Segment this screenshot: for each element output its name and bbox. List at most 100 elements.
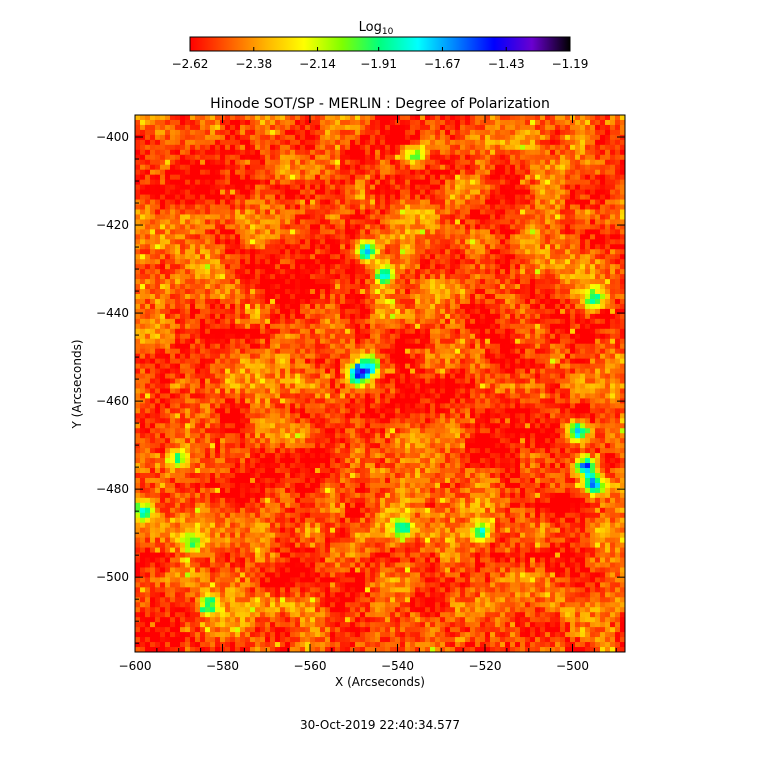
heatmap-cell — [300, 169, 306, 176]
heatmap-cell — [525, 303, 531, 310]
heatmap-cell — [450, 303, 456, 310]
heatmap-cell — [455, 289, 461, 295]
heatmap-cell — [505, 363, 511, 370]
heatmap-cell — [560, 303, 566, 310]
heatmap-cell — [170, 229, 176, 235]
heatmap-cell — [135, 119, 141, 126]
heatmap-cell — [595, 249, 601, 255]
heatmap-cell — [590, 199, 596, 206]
heatmap-cell — [340, 189, 346, 196]
heatmap-cell — [180, 269, 186, 275]
heatmap-cell — [435, 353, 441, 360]
heatmap-cell — [590, 214, 596, 221]
heatmap-cell — [260, 294, 266, 300]
heatmap-cell — [405, 219, 411, 225]
heatmap-cell — [515, 254, 521, 260]
heatmap-cell — [190, 209, 196, 216]
heatmap-cell — [300, 179, 306, 186]
heatmap-cell — [200, 303, 206, 310]
heatmap-cell — [290, 254, 296, 260]
heatmap-cell — [290, 219, 296, 225]
heatmap-cell — [220, 298, 226, 305]
heatmap-cell — [345, 333, 351, 340]
heatmap-cell — [490, 318, 496, 325]
heatmap-cell — [505, 229, 511, 235]
heatmap-cell — [515, 358, 521, 365]
heatmap-cell — [280, 214, 286, 221]
heatmap-cell — [375, 129, 381, 136]
heatmap-cell — [470, 164, 476, 171]
heatmap-cell — [390, 343, 396, 350]
heatmap-cell — [185, 204, 191, 211]
heatmap-cell — [220, 189, 226, 196]
heatmap-cell — [365, 154, 371, 161]
heatmap-cell — [600, 318, 606, 325]
heatmap-cell — [365, 294, 371, 300]
heatmap-cell — [160, 244, 166, 250]
heatmap-cell — [440, 338, 446, 345]
heatmap-cell — [250, 174, 256, 181]
heatmap-cell — [470, 284, 476, 290]
heatmap-cell — [460, 144, 466, 151]
heatmap-cell — [335, 284, 341, 290]
heatmap-cell — [325, 298, 331, 305]
heatmap-cell — [390, 294, 396, 300]
heatmap-cell — [285, 353, 291, 360]
heatmap-cell — [330, 244, 336, 250]
heatmap-cell — [155, 219, 161, 225]
heatmap-cell — [600, 129, 606, 136]
heatmap-cell — [155, 338, 161, 345]
heatmap-cell — [385, 204, 391, 211]
heatmap-cell — [585, 289, 591, 295]
heatmap-cell — [185, 308, 191, 315]
heatmap-cell — [615, 124, 621, 131]
heatmap-cell — [230, 154, 236, 161]
heatmap-cell — [580, 234, 586, 240]
heatmap-cell — [495, 164, 501, 171]
heatmap-cell — [455, 328, 461, 335]
heatmap-cell — [440, 269, 446, 275]
heatmap-cell — [235, 259, 241, 265]
heatmap-cell — [200, 209, 206, 216]
heatmap-cell — [485, 363, 491, 370]
heatmap-cell — [475, 115, 481, 121]
heatmap-cell — [280, 209, 286, 216]
heatmap-cell — [350, 348, 356, 355]
heatmap-cell — [590, 164, 596, 171]
heatmap-cell — [445, 259, 451, 265]
heatmap-cell — [330, 129, 336, 136]
heatmap-cell — [430, 328, 436, 335]
heatmap-cell — [525, 134, 531, 141]
heatmap-cell — [140, 279, 146, 285]
heatmap-cell — [170, 129, 176, 136]
heatmap-cell — [465, 274, 471, 280]
heatmap-cell — [375, 269, 381, 275]
heatmap-cell — [190, 254, 196, 260]
heatmap-cell — [275, 333, 281, 340]
heatmap-cell — [360, 234, 366, 240]
heatmap-cell — [600, 279, 606, 285]
heatmap-cell — [380, 194, 386, 201]
heatmap-cell — [415, 224, 421, 230]
heatmap-cell — [460, 328, 466, 335]
heatmap-cell — [355, 129, 361, 136]
heatmap-cell — [205, 219, 211, 225]
heatmap-cell — [205, 294, 211, 300]
heatmap-cell — [195, 279, 201, 285]
heatmap-cell — [340, 338, 346, 345]
heatmap-cell — [270, 149, 276, 156]
heatmap-cell — [350, 239, 356, 245]
heatmap-cell — [620, 298, 625, 305]
heatmap-cell — [455, 144, 461, 151]
heatmap-cell — [205, 129, 211, 136]
heatmap-cell — [550, 204, 556, 211]
heatmap-cell — [600, 229, 606, 235]
heatmap-cell — [545, 264, 551, 270]
heatmap-cell — [420, 333, 426, 340]
heatmap-cell — [480, 348, 486, 355]
heatmap-cell — [165, 284, 171, 290]
heatmap-cell — [135, 343, 141, 350]
heatmap-cell — [460, 234, 466, 240]
heatmap-cell — [540, 318, 546, 325]
heatmap-cell — [370, 254, 376, 260]
